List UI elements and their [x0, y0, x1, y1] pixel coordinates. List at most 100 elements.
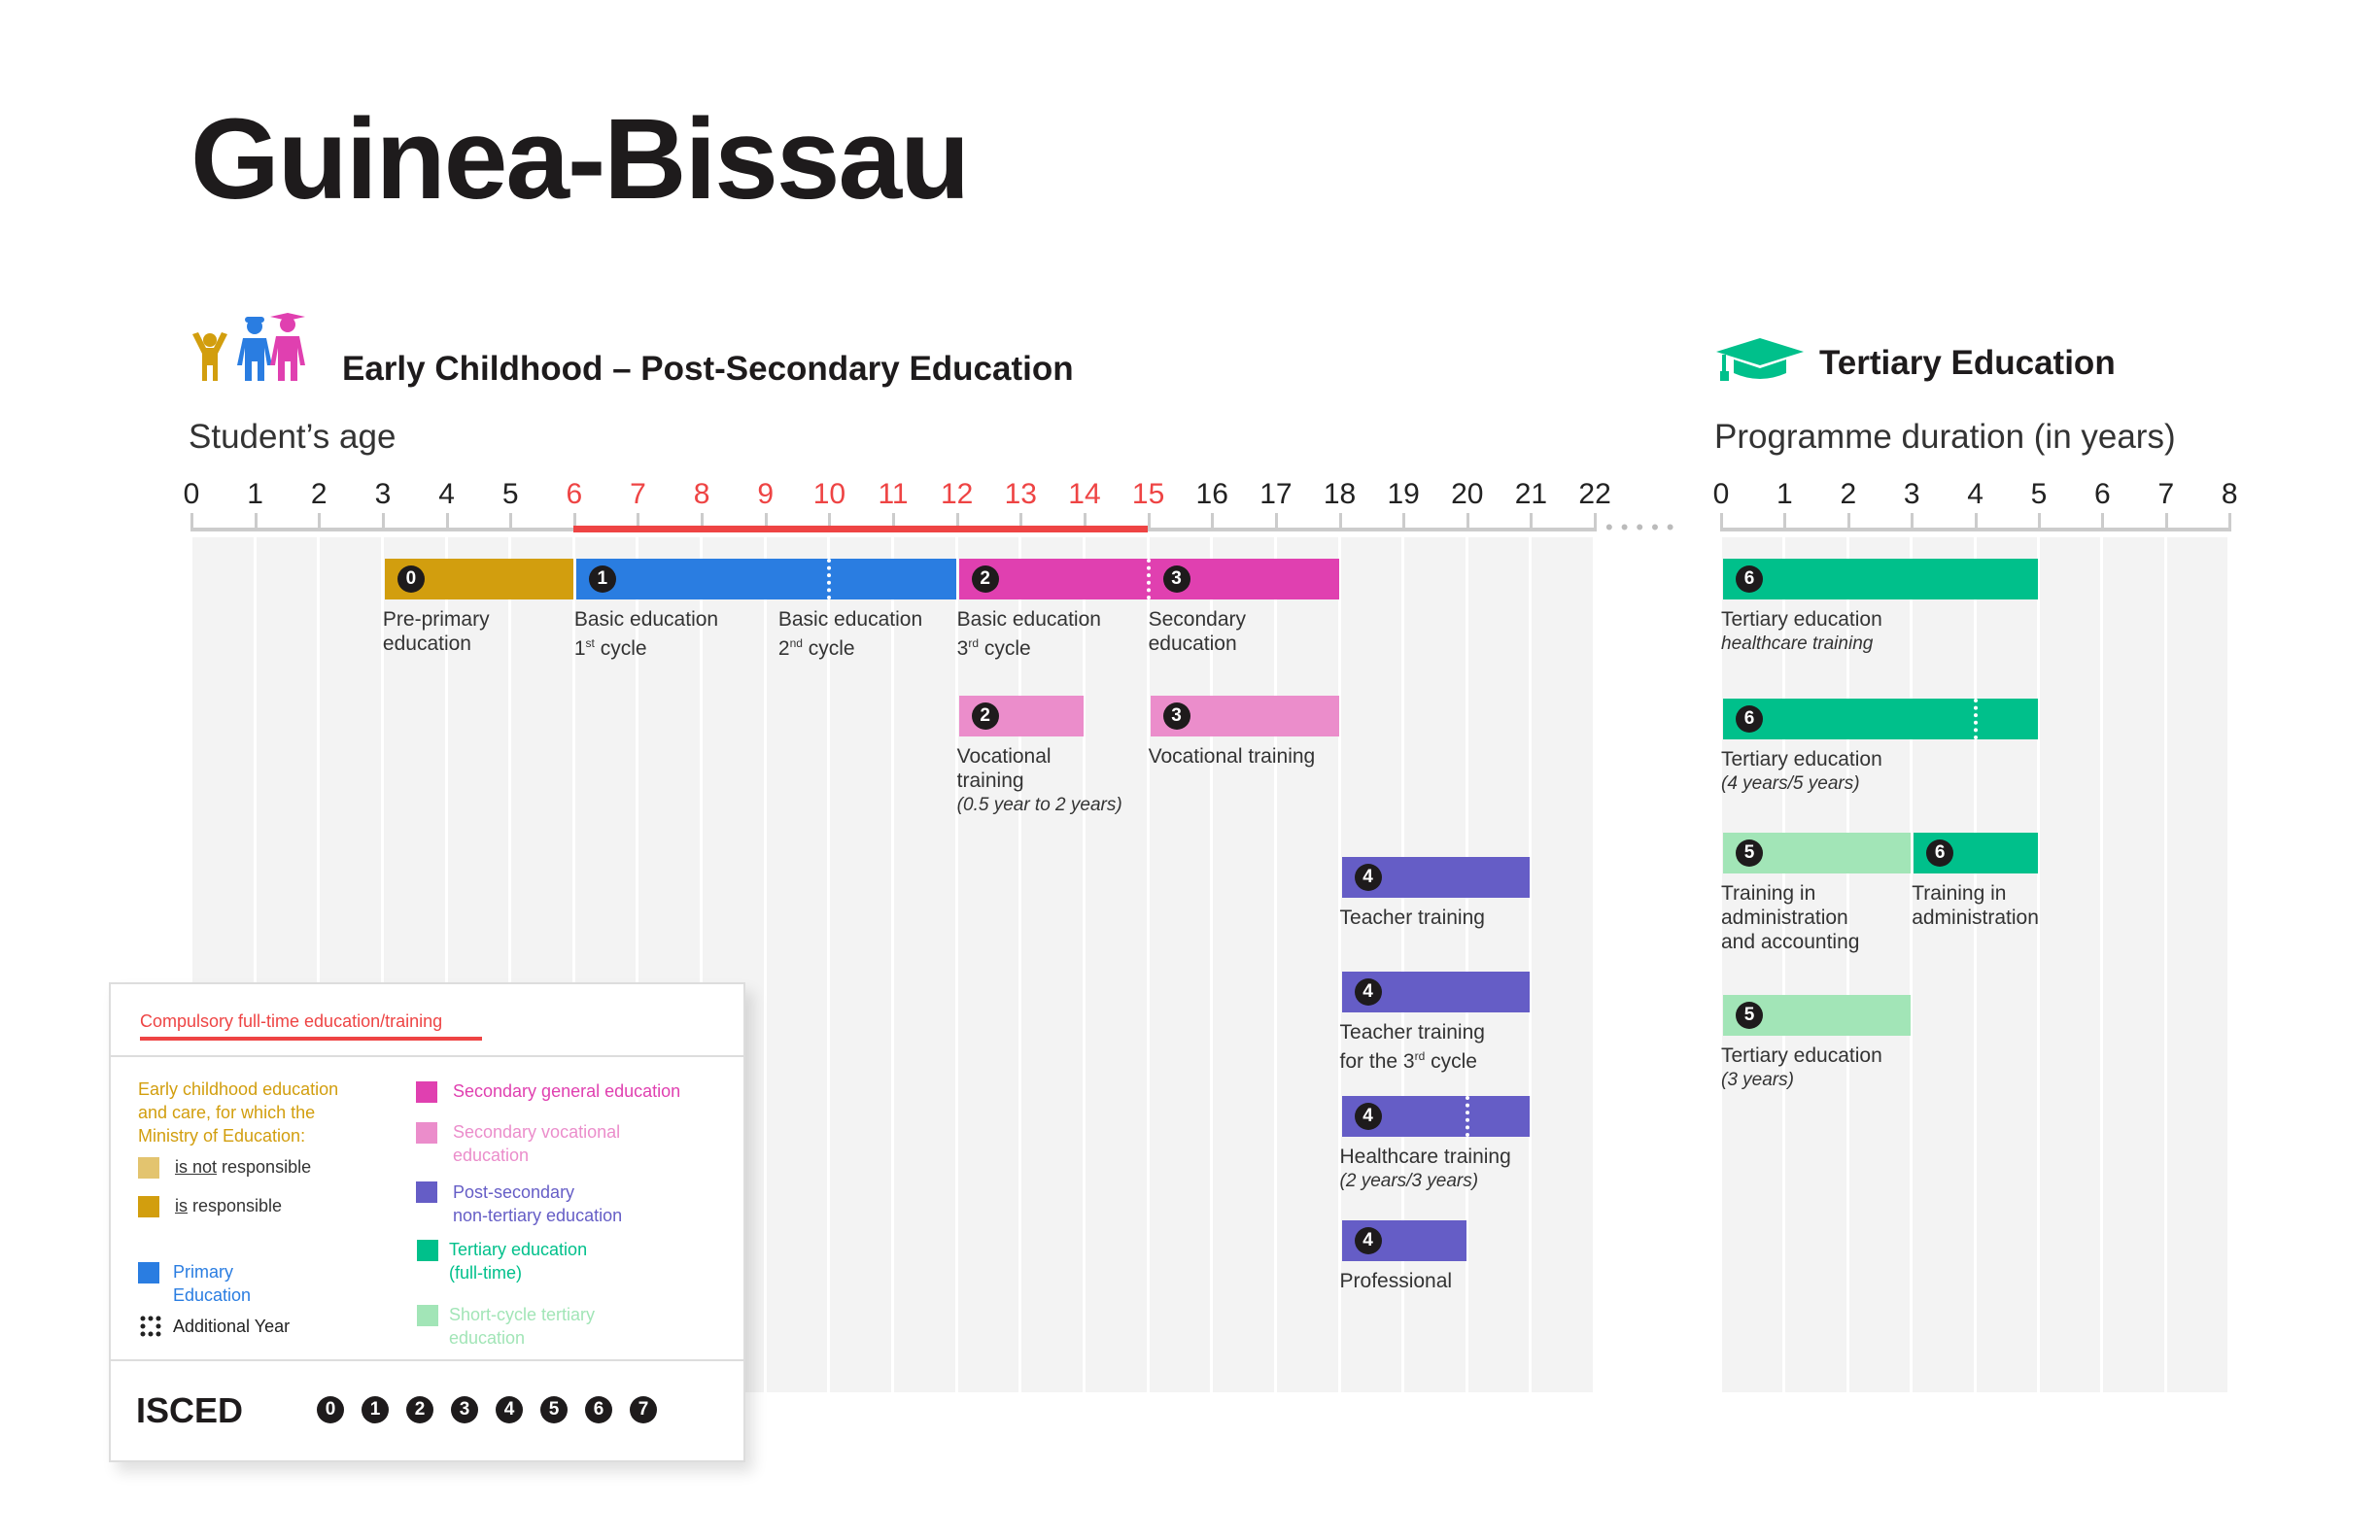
age-tick — [445, 513, 449, 530]
swatch-primary — [138, 1262, 159, 1283]
isced-level-badge: 5 — [1736, 839, 1763, 867]
label-line: Vocational training — [1149, 744, 1316, 769]
isced-level-badge: 4 — [1354, 864, 1382, 891]
label-line: administration — [1912, 906, 2039, 930]
legend-tertiary-2: (full-time) — [449, 1263, 522, 1283]
duration-tick — [2038, 513, 2041, 530]
label-line: for the 3rd cycle — [1340, 1044, 1485, 1074]
swatch-short-cycle — [417, 1305, 438, 1326]
label-line: Basic education — [957, 607, 1101, 632]
swatch-tertiary — [417, 1240, 438, 1261]
label-text: training — [956, 770, 1024, 792]
isced-level-6: 6 — [585, 1396, 612, 1423]
isced-label: ISCED — [136, 1390, 244, 1430]
label-text: Professional — [1339, 1270, 1453, 1292]
label-text: Training in — [1912, 882, 2007, 905]
label-text: administration — [1912, 907, 2039, 929]
label-line: healthcare training — [1721, 632, 1882, 656]
label-line: and accounting — [1721, 930, 1859, 954]
age-tick — [381, 513, 385, 530]
duration-tick-label: 7 — [2157, 478, 2175, 510]
duration-column — [1976, 537, 2037, 1392]
duration-tick-label: 5 — [2030, 478, 2048, 510]
isced-level-badge: 1 — [588, 565, 616, 593]
age-tick — [318, 513, 322, 530]
legend-ecec-1: Early childhood education — [138, 1079, 339, 1099]
isced-level-badge: 0 — [397, 565, 425, 593]
legend: Compulsory full-time education/training … — [109, 982, 745, 1462]
legend-secondary-general: Secondary general education — [453, 1081, 681, 1101]
label-text: Teacher training — [1339, 1021, 1485, 1044]
age-tick-label: 8 — [693, 478, 710, 510]
legend-primary-1: Primary — [173, 1262, 233, 1282]
label-line: 3rd cycle — [957, 632, 1101, 661]
label-text: for the 3 — [1339, 1050, 1415, 1073]
programme-label: Training in administration — [1912, 881, 2039, 930]
label-superscript: rd — [968, 636, 980, 650]
legend-tertiary-1: Tertiary education — [449, 1240, 588, 1259]
age-column — [957, 537, 1019, 1392]
label-text: education — [1148, 633, 1237, 655]
label-superscript: nd — [789, 636, 803, 650]
label-superscript: rd — [1414, 1049, 1426, 1063]
duration-tick — [2101, 513, 2105, 530]
compulsory-line — [140, 1037, 482, 1041]
age-programme-bar: 4 — [1341, 1096, 1531, 1137]
programme-label: Healthcare training (2 years/3 years) — [1340, 1145, 1511, 1193]
age-tick-label: 20 — [1451, 478, 1484, 510]
age-column — [1276, 537, 1338, 1392]
isced-level-2: 2 — [406, 1396, 433, 1423]
swatch-secondary-vocational — [416, 1122, 437, 1144]
age-tick — [1147, 513, 1151, 530]
age-tick — [828, 513, 832, 530]
label-text: Teacher training — [1339, 907, 1485, 929]
legend-is-rest: responsible — [188, 1196, 283, 1215]
age-programme-bar: 3 — [1150, 696, 1339, 736]
age-tick — [254, 513, 258, 530]
legend-ecec-2: and care, for which the — [138, 1103, 316, 1122]
age-column — [1213, 537, 1274, 1392]
label-line: Basic education — [778, 607, 922, 632]
age-tick-label: 17 — [1259, 478, 1293, 510]
label-text: Basic education — [573, 608, 719, 631]
isced-level-badge: 2 — [971, 702, 999, 730]
duration-column — [2166, 537, 2228, 1392]
label-line: Basic education — [574, 607, 718, 632]
label-line: Professional — [1340, 1269, 1453, 1293]
duration-programme-bar: 6 — [1914, 833, 2038, 873]
label-line: Tertiary education — [1721, 607, 1882, 632]
duration-tick-label: 6 — [2094, 478, 2111, 510]
age-tick — [1594, 513, 1598, 530]
label-text: administration — [1721, 907, 1848, 929]
duration-programme-bar: 6 — [1723, 699, 2038, 739]
label-text: cycle — [1425, 1050, 1477, 1073]
divider — [111, 1359, 743, 1361]
swatch-responsible — [138, 1196, 159, 1217]
programme-label: Tertiary education (4 years/5 years) — [1721, 747, 1882, 796]
label-line: (0.5 year to 2 years) — [957, 793, 1122, 817]
label-line: 1st cycle — [574, 632, 718, 661]
age-tick-label: 19 — [1387, 478, 1420, 510]
label-text: (0.5 year to 2 years) — [956, 795, 1122, 815]
label-text: healthcare training — [1721, 633, 1874, 654]
age-tick-label: 0 — [183, 478, 200, 510]
duration-tick — [1974, 513, 1978, 530]
age-tick-label: 21 — [1514, 478, 1548, 510]
isced-level-5: 5 — [540, 1396, 568, 1423]
duration-column — [2103, 537, 2164, 1392]
isced-level-badge: 5 — [1736, 1002, 1763, 1029]
label-line: administration — [1721, 906, 1859, 930]
label-text: education — [382, 633, 471, 655]
label-text: cycle — [979, 637, 1031, 660]
age-programme-bar: 4 — [1341, 1220, 1466, 1261]
label-line: Pre-primary — [383, 607, 490, 632]
age-tick — [1338, 513, 1342, 530]
isced-level-badge: 4 — [1354, 1103, 1382, 1130]
age-tick-label: 5 — [501, 478, 519, 510]
label-line: (3 years) — [1721, 1068, 1882, 1092]
programme-label: Training in administration and accounting — [1721, 881, 1859, 954]
label-text: (3 years) — [1721, 1070, 1794, 1090]
age-column — [1149, 537, 1211, 1392]
legend-ecec-3: Ministry of Education: — [138, 1126, 306, 1146]
age-tick-label: 7 — [630, 478, 646, 510]
